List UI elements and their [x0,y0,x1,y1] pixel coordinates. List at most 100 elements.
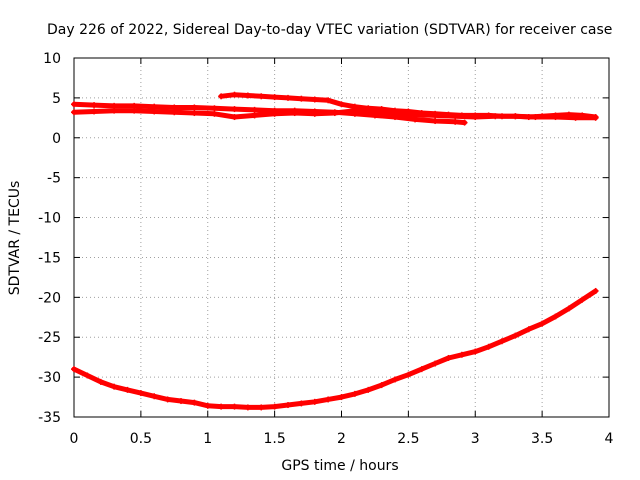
data-marks [71,91,599,411]
data-point [452,118,459,125]
data-point [111,107,118,114]
data-point [565,111,572,118]
x-axis-label: GPS time / hours [281,458,398,474]
y-tick-label: -25 [38,330,61,346]
data-point [251,112,258,119]
x-tick-label: 3.5 [531,431,553,447]
y-axis-label: SDTVAR / TECUs [7,181,23,296]
data-point [71,366,77,373]
data-point [418,110,425,117]
data-point [512,332,519,339]
y-tick-label: -10 [38,211,61,227]
data-point [405,108,412,115]
data-point [499,113,505,120]
data-point [151,108,158,115]
data-point [191,399,198,406]
data-point [485,343,492,350]
series-line [71,288,599,410]
y-tick-label: -15 [38,250,61,266]
x-tick-label: 1 [203,431,212,447]
data-point [512,113,519,120]
data-point [565,305,572,312]
data-point [151,393,158,400]
x-tick-labels: 0 0.5 1 1.5 2 2.5 3 3.5 4 [70,431,614,447]
x-tick-label: 0 [70,431,79,447]
data-point [291,110,298,117]
data-point [325,97,332,104]
data-point [392,376,398,383]
data-point [218,403,225,410]
data-point [258,404,265,411]
data-point [137,390,144,397]
x-tick-label: 3 [471,431,480,447]
data-point [285,402,291,409]
data-point [271,403,278,410]
data-point [244,92,251,99]
data-point [211,105,218,112]
y-tick-label: 0 [52,131,61,147]
data-point [91,108,98,115]
data-point [432,118,439,125]
y-tick-label: -35 [38,410,61,426]
data-point [231,106,238,113]
y-tick-label: -5 [47,171,61,187]
data-point [231,91,238,98]
y-tick-label: -20 [38,290,61,306]
data-point [231,114,238,121]
data-point [71,109,77,116]
data-point [311,398,318,405]
data-point [499,338,505,345]
data-point [365,105,372,112]
y-tick-label: 5 [52,91,61,107]
data-point [432,360,439,367]
data-point [244,404,251,411]
data-point [298,400,305,407]
data-point [351,390,358,397]
data-point [271,110,278,117]
data-point [392,107,398,114]
data-point [552,112,559,119]
data-point [445,111,452,118]
data-point [539,113,546,120]
data-point [111,383,118,390]
data-point [461,119,468,126]
data-point [579,296,586,303]
data-point [251,106,258,113]
data-point [178,398,184,405]
data-point [124,386,131,393]
data-point [485,112,492,119]
data-point [171,109,178,116]
x-tick-label: 2.5 [397,431,419,447]
data-point [432,110,439,117]
chart-title: Day 226 of 2022, Sidereal Day-to-day VTE… [47,22,612,38]
axis-ticks [73,57,610,418]
data-point [231,403,238,410]
data-point [84,372,91,379]
data-point [325,396,332,403]
data-point [211,110,218,117]
data-point [378,382,385,389]
data-point [552,313,559,320]
data-point [338,101,345,108]
y-tick-labels: -35 -30 -25 -20 -15 -10 -5 0 5 10 [38,51,61,426]
data-point [131,107,138,114]
x-tick-label: 2 [337,431,346,447]
data-point [191,110,198,117]
data-point [311,96,318,103]
x-tick-label: 1.5 [263,431,285,447]
data-point [525,114,532,121]
data-point [418,366,425,373]
data-point [539,320,546,327]
data-point [405,371,412,378]
y-tick-label: -30 [38,370,61,386]
data-point [592,287,599,294]
y-tick-label: 10 [43,51,61,67]
data-point [298,95,305,102]
data-point [311,110,318,117]
data-point [91,102,98,109]
x-tick-label: 0.5 [130,431,152,447]
data-point [271,94,278,101]
data-point [525,326,532,333]
data-point [365,386,372,393]
data-point [218,93,225,100]
